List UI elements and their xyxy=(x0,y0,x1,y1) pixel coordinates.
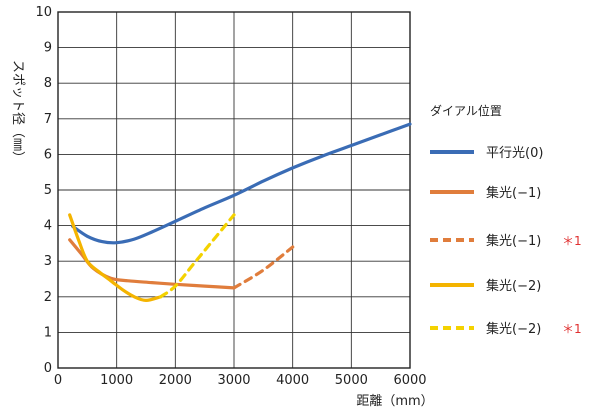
legend-label-4: 集光(−2) xyxy=(486,321,541,337)
legend-title: ダイアル位置 xyxy=(430,103,502,118)
y-tick-label: 0 xyxy=(44,361,52,376)
y-tick-labels: 0 1 2 3 4 5 6 7 8 9 10 xyxy=(35,5,52,376)
x-tick-label: 3000 xyxy=(217,373,250,388)
y-axis-label: スポット径（㎜） xyxy=(10,60,25,164)
series-line-4 xyxy=(159,213,236,299)
legend-label-1: 集光(−1) xyxy=(486,185,541,201)
y-tick-label: 2 xyxy=(44,290,52,305)
x-tick-label: 5000 xyxy=(335,373,368,388)
x-tick-label: 2000 xyxy=(159,373,192,388)
y-tick-label: 1 xyxy=(44,325,52,340)
y-tick-label: 8 xyxy=(44,76,52,91)
series-line-3 xyxy=(68,213,163,302)
legend: 平行光(0) 集光(−1) 集光(−1) ＊1 集光(−2) 集光(−2) ＊1 xyxy=(430,146,582,337)
y-tick-label: 3 xyxy=(44,254,52,269)
y-tick-label: 5 xyxy=(44,183,52,198)
grid-lines xyxy=(57,11,411,369)
y-tick-label: 7 xyxy=(44,112,52,127)
x-tick-labels: 0 1000 2000 3000 4000 5000 6000 xyxy=(54,373,427,388)
series-lines xyxy=(68,122,412,302)
y-tick-label: 4 xyxy=(44,219,52,234)
plot-frame xyxy=(57,11,411,369)
y-tick-label: 6 xyxy=(44,147,52,162)
y-tick-label: 10 xyxy=(35,5,52,20)
x-tick-label: 4000 xyxy=(276,373,309,388)
series-line-0 xyxy=(71,122,412,245)
x-tick-label: 0 xyxy=(54,373,62,388)
x-tick-label: 1000 xyxy=(100,373,133,388)
y-tick-label: 9 xyxy=(44,41,52,56)
legend-label-2: 集光(−1) xyxy=(486,233,541,249)
legend-note-4: ＊1 xyxy=(562,322,582,336)
series-line-2 xyxy=(232,245,295,290)
legend-note-2: ＊1 xyxy=(562,234,582,248)
x-axis-label: 距離（mm） xyxy=(356,394,433,409)
x-tick-label: 6000 xyxy=(393,373,426,388)
legend-label-0: 平行光(0) xyxy=(486,146,543,161)
legend-label-3: 集光(−2) xyxy=(486,278,541,294)
